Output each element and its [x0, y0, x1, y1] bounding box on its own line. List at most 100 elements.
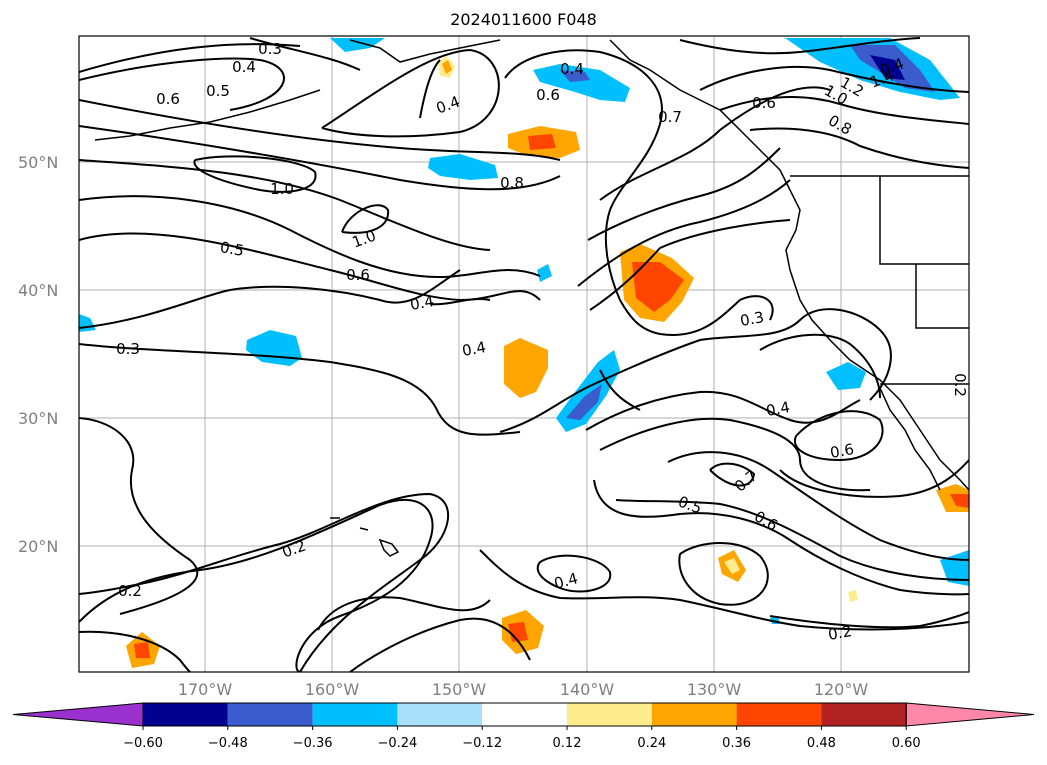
contour-line — [429, 298, 491, 306]
lon-label-130w: 130°W — [687, 680, 742, 699]
colorbar-tick-label: 0.12 — [553, 736, 582, 751]
colorbar-tick-label: 0.60 — [892, 736, 921, 751]
bc-coast — [785, 189, 969, 491]
contour-line — [479, 549, 969, 631]
colorbar-tick-label: 0.24 — [637, 736, 666, 751]
lon-label-120w: 120°W — [814, 680, 869, 699]
lat-label-50n: 50°N — [18, 153, 58, 172]
contour-line — [699, 65, 969, 93]
shade-yellow-18n — [724, 558, 740, 574]
colorbar-bin — [312, 703, 398, 726]
lon-label-140w: 140°W — [560, 680, 615, 699]
contour-line — [793, 410, 884, 462]
contour-line — [615, 499, 969, 581]
contour-label: 0.4 — [409, 292, 436, 314]
colorbar — [12, 702, 1035, 727]
shaded-anomalies — [79, 38, 969, 668]
contour-label: 0.6 — [752, 94, 776, 112]
contour-line — [79, 630, 191, 672]
contour-label: 0.5 — [219, 238, 246, 260]
colorbar-bin — [736, 703, 822, 726]
shade-red-s2 — [134, 642, 150, 658]
contour-label: 0.5 — [206, 82, 230, 100]
contour-label: 0.3 — [258, 40, 282, 58]
colorbar-arrow-max — [905, 702, 1035, 727]
coastlines — [94, 39, 969, 557]
contour-line — [599, 417, 871, 492]
shade-red-s1 — [508, 622, 528, 642]
colorbar-tick-label: −0.12 — [462, 736, 502, 751]
contour-line — [317, 596, 491, 631]
colorbar-tick-label: 0.48 — [807, 736, 836, 751]
contour-line — [504, 49, 774, 336]
colorbar-tick-label: −0.24 — [377, 736, 417, 751]
baja-coast — [879, 387, 941, 491]
contour-label: 0.3 — [739, 308, 766, 330]
contour-line — [749, 127, 969, 169]
lat-label-40n: 40°N — [18, 281, 58, 300]
aleutian-chain — [94, 89, 321, 141]
us-border-2 — [879, 176, 969, 265]
shade-orange-35n — [504, 338, 548, 398]
hawaii-2 — [359, 527, 369, 531]
shade-orange-n — [442, 60, 452, 74]
contour-line — [79, 289, 231, 329]
colorbar-tick-label: 0.36 — [722, 736, 751, 751]
contour-label: 0.6 — [536, 86, 560, 104]
colorbar-tick-label: −0.36 — [293, 736, 333, 751]
shade-blue-40n — [537, 264, 552, 282]
colorbar-tick-labels: −0.60 −0.48 −0.36 −0.24 −0.12 0.12 0.24 0.36 0.4… — [123, 726, 921, 751]
colorbar-bin — [227, 703, 313, 726]
contour-label: 0.7 — [658, 108, 682, 126]
contour-label: 0.4 — [461, 338, 488, 360]
contour-line — [341, 204, 390, 234]
contour-line — [678, 542, 769, 606]
shade-blue-nw — [330, 38, 385, 52]
contour-line — [536, 554, 612, 593]
contour-line — [79, 417, 199, 615]
contour-line — [759, 333, 881, 399]
lat-label-20n: 20°N — [18, 537, 58, 556]
contour-line — [79, 57, 285, 111]
contour-line — [589, 219, 791, 311]
contour-line — [249, 37, 361, 71]
us-border-3 — [915, 264, 969, 329]
shade-red-se — [950, 494, 969, 508]
contour-line — [679, 37, 921, 55]
shade-red-40n — [632, 262, 684, 312]
colorbar-bin — [651, 703, 737, 726]
contour-label: 0.2 — [827, 622, 854, 644]
contour-line — [321, 48, 500, 138]
contour-line — [709, 462, 756, 487]
contour-line — [79, 492, 449, 672]
colorbar-tick-label: −0.48 — [208, 736, 248, 751]
colorbar-arrow-min — [12, 702, 144, 727]
shade-orange-ne2 — [848, 590, 858, 602]
contour-label: 0.6 — [829, 440, 856, 462]
contour-line — [587, 147, 781, 241]
contour-line — [79, 99, 561, 161]
contour-line — [79, 232, 541, 302]
contour-line — [667, 451, 969, 561]
contour-line — [79, 343, 521, 436]
lat-label-30n: 30°N — [18, 409, 58, 428]
shade-blue-gulf — [533, 64, 630, 102]
contour-label: 0.4 — [232, 58, 256, 76]
contour-label: 0.8 — [500, 174, 524, 192]
contour-label: 0.3 — [116, 340, 140, 358]
contour-line — [599, 86, 831, 201]
contour-line — [499, 308, 892, 433]
colorbar-frame — [142, 702, 907, 727]
contour-label: 0.6 — [156, 90, 180, 108]
contour-lines — [79, 37, 969, 672]
contour-line — [719, 95, 969, 125]
alaska-coast — [349, 39, 501, 63]
contour-line — [79, 159, 491, 251]
shade-blue-ne-core — [870, 55, 905, 80]
colorbar-bin — [143, 703, 228, 726]
shade-blue-coast — [826, 362, 866, 390]
colorbar-tick-label: −0.60 — [123, 736, 163, 751]
contour-line — [419, 59, 441, 119]
contour-label: 0.4 — [560, 60, 584, 78]
